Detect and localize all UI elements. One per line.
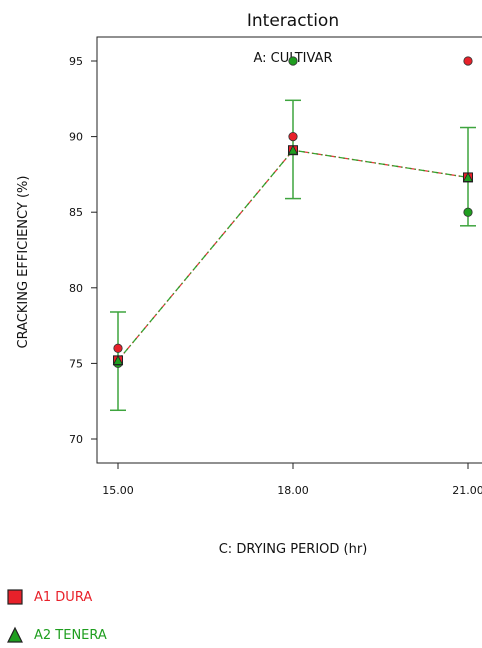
legend-label-a2: A2 TENERA — [34, 627, 107, 643]
legend-triangle-icon — [7, 626, 23, 643]
series-line-2 — [117, 149, 469, 361]
y-axis-label: CRACKING EFFICIENCY (%) — [16, 176, 31, 349]
observation-point-1 — [113, 343, 123, 353]
x-tick-label-18: 18.00 — [277, 484, 309, 497]
x-axis-label: C: DRYING PERIOD (hr) — [219, 542, 368, 557]
y-tick-label-85: 85 — [69, 206, 83, 219]
y-tick-label-80: 80 — [69, 282, 83, 295]
plot-frame — [96, 36, 482, 464]
observation-point-4 — [288, 132, 298, 142]
legend-square-icon — [7, 589, 23, 605]
legend-item-a2-tenera: A2 TENERA — [6, 626, 107, 644]
chart-title: Interaction — [247, 11, 339, 31]
legend-label-a1: A1 DURA — [34, 589, 93, 605]
series-2-marker-15 — [112, 355, 124, 365]
series-2-marker-18 — [287, 144, 299, 155]
legend-item-a1-dura: A1 DURA — [6, 588, 92, 606]
x-tick-label-15: 15.00 — [102, 484, 134, 497]
observation-point-3 — [288, 56, 298, 66]
x-tick-label-21: 21.00 — [452, 484, 482, 497]
y-tick-label-95: 95 — [69, 55, 83, 68]
chart-marks: 70 75 80 85 90 95 15.00 18.00 21.00 — [69, 55, 482, 497]
y-tick-label-90: 90 — [69, 131, 83, 144]
observation-point-6 — [463, 207, 473, 217]
series-2-marker-21 — [462, 172, 474, 182]
y-tick-label-70: 70 — [69, 433, 83, 446]
observation-point-5 — [463, 56, 473, 66]
y-tick-label-75: 75 — [69, 357, 83, 370]
